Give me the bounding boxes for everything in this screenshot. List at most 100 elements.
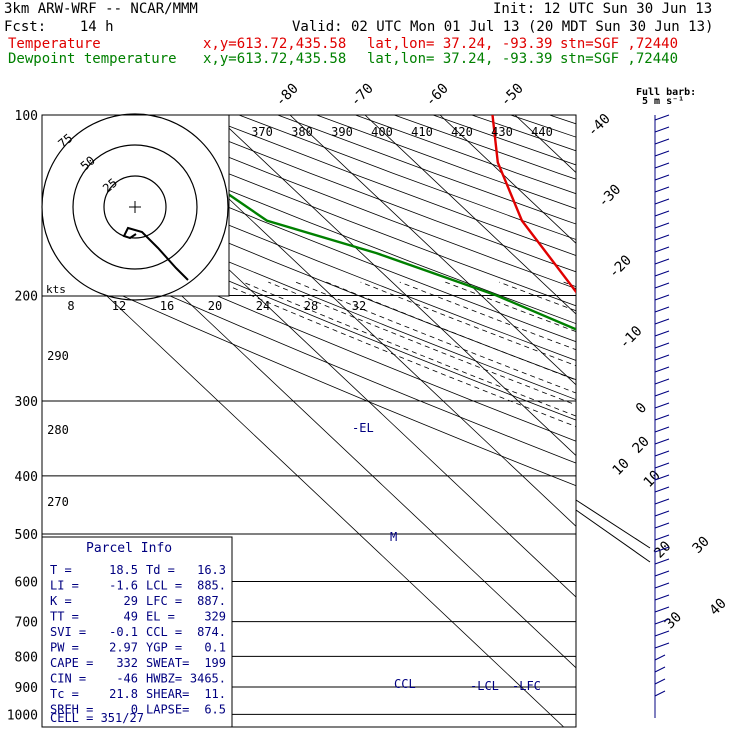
wind-barb	[654, 246, 670, 253]
wind-barb	[654, 126, 670, 133]
dry-adiabat	[42, 182, 576, 401]
hodograph-ring	[72, 144, 198, 270]
moist-adiabat	[641, 282, 740, 727]
isotherm-line	[665, 115, 740, 727]
parcel-info-value: 0.1	[204, 641, 226, 655]
wind-barb	[654, 678, 666, 685]
wind-barb	[654, 438, 670, 445]
isotherm-line	[42, 234, 565, 727]
hodograph-ring	[41, 113, 229, 301]
isotherm-line	[364, 115, 576, 315]
temperature-legend: Temperature	[8, 36, 101, 52]
parcel-info-value: 11.	[204, 687, 226, 701]
pressure-label: 700	[15, 616, 38, 631]
dry-adiabat	[432, 115, 576, 166]
isotherm-label: -40	[585, 111, 614, 140]
pressure-label: 400	[15, 470, 38, 485]
wind-barb	[654, 690, 666, 697]
isotherm-label: -60	[423, 81, 452, 110]
wind-barb	[654, 630, 670, 637]
wind-barb	[654, 186, 670, 193]
valid-time: Valid: 02 UTC Mon 01 Jul 13 (20 MDT Sun …	[292, 19, 714, 35]
hodograph-speed-label: 16	[160, 299, 174, 313]
parcel-info-key: HWBZ=	[146, 672, 182, 686]
parcel-info-title: Parcel Info	[86, 541, 172, 556]
dry-adiabat	[42, 219, 576, 442]
parcel-info-value: 21.8	[109, 687, 138, 701]
wind-barb	[654, 570, 670, 577]
wind-barb	[654, 462, 670, 469]
dry-adiabat	[355, 115, 576, 195]
temperature-trace	[491, 115, 576, 294]
wind-barb	[654, 270, 670, 277]
wind-barb	[654, 546, 670, 553]
wind-barb	[654, 474, 670, 481]
temperature-station: stn=SGF ,72440	[560, 36, 679, 52]
theta-label: 370	[251, 125, 273, 139]
parcel-info-key: SHEAR=	[146, 687, 189, 701]
parcel-info-value: -46	[116, 672, 138, 686]
wind-barb	[654, 606, 670, 613]
moist-adiabat	[360, 281, 576, 367]
parcel-info-key: LAPSE=	[146, 703, 189, 717]
parcel-info-key: LI =	[50, 579, 79, 593]
wind-barb	[654, 498, 670, 505]
el-marker: -EL	[352, 421, 374, 435]
parcel-info-value: 6.5	[204, 703, 226, 717]
parcel-info-cell: CELL = 351/27	[50, 711, 144, 725]
lcl-marker: -LCL	[470, 679, 499, 693]
parcel-info-key: LCL =	[146, 579, 182, 593]
pressure-label: 100	[15, 109, 38, 124]
wind-barb	[654, 594, 670, 601]
barb-unit-label: 5 m s⁻¹	[642, 96, 684, 107]
parcel-info-value: -1.6	[109, 579, 138, 593]
wind-barb	[654, 510, 670, 517]
parcel-info-value: 29	[124, 594, 138, 608]
parcel-info-key: Td =	[146, 563, 175, 577]
isotherm-label: 40	[707, 596, 730, 619]
dry-adiabat	[394, 115, 576, 180]
moist-adiabat	[734, 282, 740, 727]
parcel-info-value: 874.	[197, 625, 226, 639]
wind-barb	[654, 330, 670, 337]
parcel-info-key: TT =	[50, 610, 79, 624]
hodograph-trace	[122, 226, 189, 281]
isotherm-label: 30	[690, 534, 713, 557]
init-time: Init: 12 UTC Sun 30 Jun 13	[493, 1, 713, 17]
parcel-info-value: 332	[116, 656, 138, 670]
ccl-marker: CCL	[394, 677, 416, 691]
parcel-info-key: CCL =	[146, 625, 182, 639]
dewpoint-legend: Dewpoint temperature	[8, 51, 177, 67]
dry-adiabat	[277, 115, 576, 225]
hodograph-speed-label: 28	[304, 299, 318, 313]
pressure-label: 500	[15, 528, 38, 543]
wind-barb	[654, 378, 670, 385]
parcel-info-value: 0	[131, 703, 138, 717]
wind-barb	[654, 582, 670, 589]
wind-barb	[654, 558, 670, 565]
model-title: 3km ARW-WRF -- NCAR/MMM	[4, 1, 198, 17]
wind-barb	[654, 414, 670, 421]
dry-adiabat	[42, 200, 576, 421]
wind-barb	[654, 390, 670, 397]
parcel-info-key: T =	[50, 563, 72, 577]
wind-barb	[654, 402, 670, 409]
pressure-label: 1000	[7, 708, 38, 723]
parcel-info-value: -0.1	[109, 625, 138, 639]
wind-barb	[654, 486, 670, 493]
dry-adiabat	[627, 115, 740, 727]
pressure-label: 300	[15, 395, 38, 410]
theta-label: 400	[371, 125, 393, 139]
theta-label: 280	[47, 423, 69, 437]
theta-label: 380	[291, 125, 313, 139]
m-marker: M	[390, 530, 397, 544]
dewpoint-trace	[176, 115, 576, 331]
parcel-info-value: 2.97	[109, 641, 138, 655]
wind-barb	[654, 318, 670, 325]
parcel-info-key: SREH =	[50, 703, 93, 717]
parcel-info-key: LFC =	[146, 594, 182, 608]
isotherm-line	[289, 115, 576, 386]
parcel-info-key: K =	[50, 594, 72, 608]
parcel-info-value: 18.5	[109, 563, 138, 577]
